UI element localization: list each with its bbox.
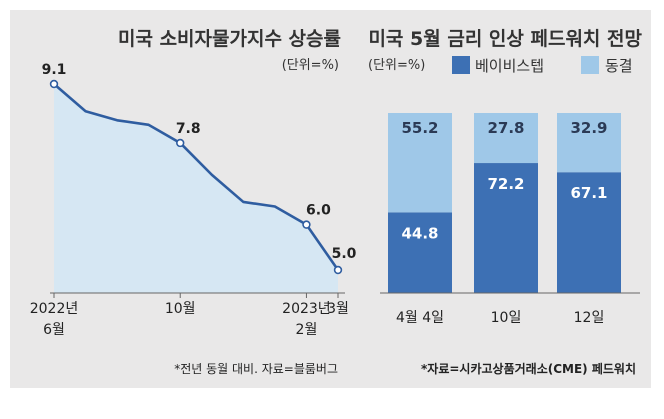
fedwatch-footnote: *자료=시카고상품거래소(CME) 페드워치 [421, 361, 636, 376]
bar-hold [388, 113, 452, 213]
cpi-data-label: 5.0 [332, 246, 357, 262]
legend-swatch [452, 56, 470, 74]
cpi-footnote: *전년 동월 대비. 자료=블룸버그 [174, 362, 338, 376]
cpi-tick-label: 2022년 [30, 301, 79, 317]
cpi-tick-label: 2023년 [282, 301, 331, 317]
cpi-data-label: 7.8 [176, 121, 201, 137]
cpi-point-marker [333, 265, 343, 275]
cpi-data-label: 9.1 [42, 62, 67, 78]
cpi-area [54, 84, 338, 293]
bar-basis-step [557, 172, 621, 293]
cpi-point-marker [302, 220, 311, 229]
fedwatch-category-label: 4월 4일 [396, 310, 444, 326]
cpi-data-label: 6.0 [306, 203, 331, 219]
bar-value-label: 32.9 [570, 119, 607, 137]
legend-label: 동결 [605, 57, 633, 75]
bar-value-label: 55.2 [401, 119, 438, 137]
cpi-tick-label: 2월 [296, 322, 318, 338]
cpi-point-marker [49, 79, 59, 89]
fedwatch-chart-title: 미국 5월 금리 인상 페드워치 전망 [368, 28, 642, 50]
legend-label: 베이비스텝 [475, 57, 544, 75]
bar-value-label: 27.8 [487, 119, 524, 137]
cpi-tick-label: 6월 [43, 322, 65, 338]
legend-swatch [581, 56, 599, 74]
bar-value-label: 67.1 [570, 184, 607, 202]
bar-hold [474, 113, 538, 164]
cpi-chart-title: 미국 소비자물가지수 상승률 [118, 28, 341, 50]
cpi-chart: 미국 소비자물가지수 상승률 (단위=%) 9.1 7.8 6.0 5.0 2022년… [30, 28, 357, 376]
bar-value-label: 44.8 [401, 224, 438, 242]
fedwatch-chart: 미국 5월 금리 인상 페드워치 전망 (단위=%) 베이비스텝 동결 44.8 5… [368, 28, 643, 376]
fedwatch-chart-unit: (단위=%) [368, 58, 425, 73]
fedwatch-category-label: 12일 [574, 310, 605, 326]
fedwatch-category-label: 10일 [491, 310, 522, 326]
cpi-tick-label: 3월 [327, 301, 349, 317]
bar-basis-step [474, 163, 538, 293]
bar-basis-step [388, 212, 452, 293]
cpi-point-marker [176, 138, 185, 148]
cpi-chart-unit: (단위=%) [282, 58, 339, 73]
bar-value-label: 72.2 [487, 175, 524, 193]
bar-hold [557, 113, 621, 173]
cpi-line [53, 83, 340, 271]
cpi-tick-label: 10월 [165, 301, 196, 317]
